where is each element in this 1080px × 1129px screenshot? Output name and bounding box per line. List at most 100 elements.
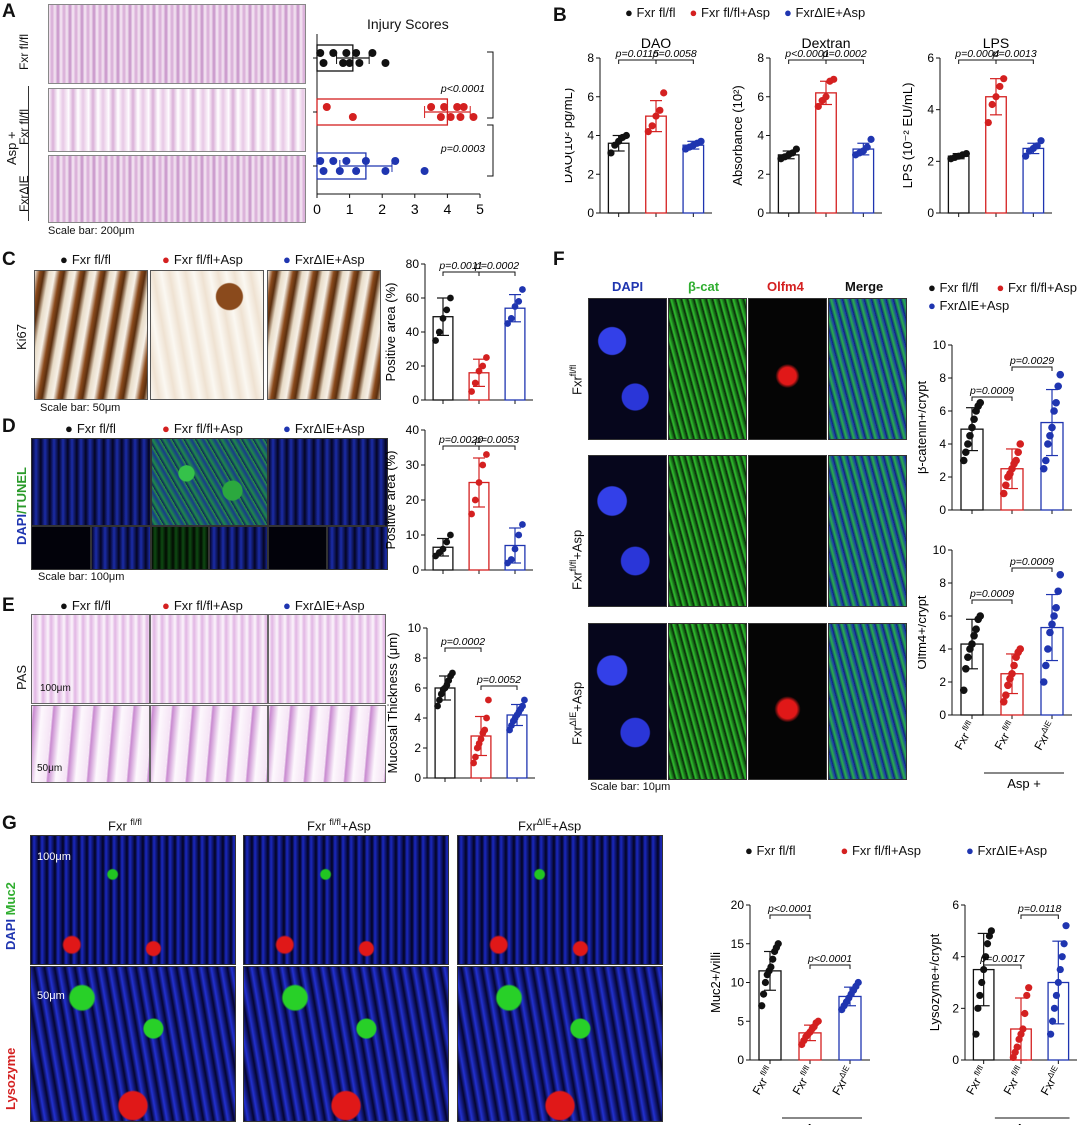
data-point bbox=[361, 157, 370, 165]
sig-bracket bbox=[655, 59, 694, 64]
panel-label-g: G bbox=[2, 813, 17, 834]
x-tick-label: Fxr fl/fl bbox=[962, 1064, 990, 1097]
p-value: p=0.0118 bbox=[1017, 903, 1061, 915]
x-tick-label: 3 bbox=[411, 201, 419, 217]
f-merge-3 bbox=[828, 623, 907, 780]
y-tick-label: 0 bbox=[412, 563, 419, 577]
data-point bbox=[758, 1002, 766, 1010]
f-ch-merge: Merge bbox=[845, 279, 884, 294]
y-tick-label: 5 bbox=[737, 1014, 744, 1028]
sig-bracket bbox=[618, 59, 657, 64]
data-point bbox=[507, 556, 515, 563]
y-tick-label: 0 bbox=[737, 1053, 744, 1067]
data-point bbox=[854, 978, 862, 987]
data-point bbox=[648, 122, 656, 130]
label-d-ko: ● FxrΔIE+Asp bbox=[283, 421, 365, 436]
sig-bracket bbox=[995, 59, 1034, 64]
x-tick-label: 5 bbox=[476, 201, 484, 217]
data-point bbox=[656, 106, 664, 114]
legend-f-asp: ● Fxr fl/fl+Asp bbox=[996, 280, 1077, 295]
sig-bracket bbox=[788, 59, 827, 64]
tunel-small-6 bbox=[327, 526, 388, 570]
injury-title: Injury Scores bbox=[367, 16, 449, 32]
sig-bracket bbox=[487, 51, 494, 119]
g-top-ko bbox=[457, 835, 663, 965]
data-point bbox=[1054, 382, 1062, 391]
tunel-small-2 bbox=[91, 526, 151, 570]
data-point bbox=[980, 965, 988, 974]
data-point bbox=[996, 82, 1004, 91]
dapi-tunel-label: DAPI/TUNEL bbox=[14, 466, 29, 545]
y-tick-label: 4 bbox=[927, 103, 934, 117]
f-row-control: Fxrfl/fl bbox=[568, 364, 585, 395]
data-point bbox=[983, 940, 992, 948]
data-point bbox=[962, 149, 970, 158]
y-tick-label: 40 bbox=[406, 325, 420, 339]
y-axis-label: Positive area (%) bbox=[385, 451, 398, 550]
y-tick-label: 2 bbox=[939, 675, 946, 689]
data-point bbox=[381, 59, 390, 67]
y-axis-label: Olfm4+/crypt bbox=[918, 595, 929, 669]
tunel-image-control bbox=[31, 438, 151, 526]
tunel-small-5 bbox=[268, 526, 327, 570]
p-value: p<0.0001 bbox=[440, 83, 485, 95]
g-col-asp: Fxr fl/fl+Asp bbox=[307, 817, 371, 834]
y-tick-label: 8 bbox=[414, 651, 421, 665]
f-merge-1 bbox=[828, 298, 907, 440]
data-point bbox=[1047, 1030, 1055, 1038]
sig-bracket bbox=[478, 445, 516, 450]
pas-zoom-ko bbox=[268, 705, 386, 783]
data-point bbox=[381, 167, 390, 175]
g-stain-lys: Lysozyme bbox=[3, 1047, 18, 1110]
y-tick-label: 0 bbox=[952, 1053, 959, 1067]
data-point bbox=[644, 128, 652, 136]
y-tick-label: 0 bbox=[412, 393, 419, 407]
data-point bbox=[519, 702, 526, 710]
y-axis-label: DAO(10² pg/mL) bbox=[565, 88, 575, 183]
y-axis-label: Muc2+/villi bbox=[708, 952, 723, 1013]
data-point bbox=[519, 286, 526, 293]
data-point bbox=[1048, 1017, 1057, 1025]
pas-image-asp bbox=[150, 614, 268, 704]
y-tick-label: 2 bbox=[952, 1001, 959, 1015]
data-point bbox=[792, 145, 800, 153]
data-point bbox=[1002, 481, 1010, 490]
data-point bbox=[976, 398, 985, 407]
p-value: p=0.0053 bbox=[474, 434, 519, 446]
f-bcat-2 bbox=[668, 455, 747, 607]
data-point bbox=[1048, 620, 1056, 629]
data-point bbox=[446, 113, 455, 121]
scale-e-top: 100μm bbox=[40, 683, 71, 694]
data-point bbox=[481, 726, 489, 734]
data-point bbox=[1060, 940, 1068, 948]
y-tick-label: 30 bbox=[406, 458, 420, 472]
y-tick-label: 2 bbox=[927, 154, 934, 168]
data-point bbox=[1062, 922, 1070, 930]
data-point bbox=[830, 75, 838, 83]
g-bot-control bbox=[30, 966, 236, 1122]
y-tick-label: 0 bbox=[939, 708, 946, 722]
x-tick-sup: fl/fl bbox=[1008, 1064, 1022, 1079]
p-value: p<0.0001 bbox=[784, 48, 829, 60]
data-point bbox=[962, 665, 970, 673]
f-dapi-2 bbox=[588, 455, 667, 607]
data-point bbox=[964, 440, 972, 448]
data-point bbox=[447, 294, 454, 302]
data-point bbox=[440, 103, 449, 111]
he-image-control bbox=[48, 4, 306, 84]
legend-b-control: ● Fxr fl/fl bbox=[625, 5, 676, 20]
y-axis-label: β-catenin+/crypt bbox=[918, 381, 929, 474]
f-row-ko: FxrΔIE+Asp bbox=[568, 681, 585, 745]
data-point bbox=[479, 461, 487, 469]
data-point bbox=[355, 59, 364, 67]
data-point bbox=[999, 489, 1008, 498]
data-point bbox=[1056, 965, 1064, 974]
data-point bbox=[1048, 423, 1056, 432]
f-olfm-3 bbox=[748, 623, 827, 780]
bar-3 bbox=[682, 144, 705, 214]
asp-label: Asp + bbox=[1007, 776, 1041, 791]
data-point bbox=[1019, 1025, 1027, 1033]
data-point bbox=[475, 367, 483, 375]
